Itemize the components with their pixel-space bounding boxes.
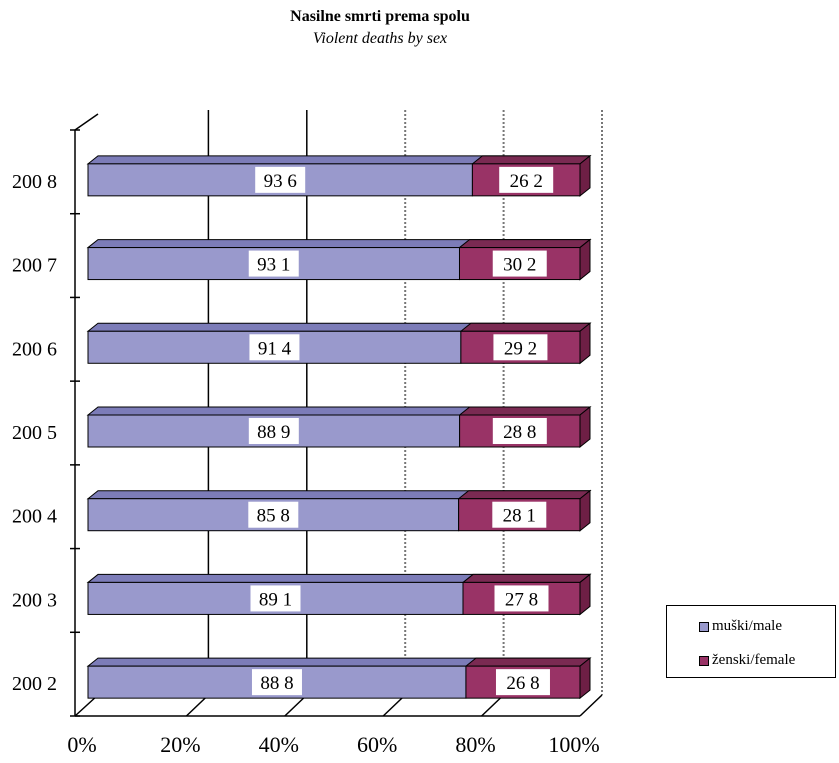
category-label: 200 6 — [12, 338, 57, 360]
value-label-bg-male — [248, 501, 299, 528]
legend-label-male: muški/male — [712, 618, 782, 634]
value-label-bg-male — [248, 250, 299, 277]
value-label-bg-female — [499, 166, 554, 193]
legend-swatch-female — [699, 655, 709, 666]
value-label-female: 30 2 — [503, 255, 536, 276]
value-label-bg-male — [249, 334, 300, 361]
y-axis-top-diagonal — [74, 113, 99, 131]
category-label: 200 5 — [12, 422, 57, 444]
category-label: 200 7 — [12, 255, 57, 277]
category-label: 200 8 — [12, 171, 57, 193]
legend-item-female: ženski/female — [699, 652, 795, 669]
value-label-female: 26 8 — [506, 673, 539, 694]
value-label-male: 93 6 — [264, 171, 297, 192]
x-tick-label: 80% — [455, 732, 495, 757]
value-label-female: 28 8 — [503, 422, 536, 443]
value-label-male: 85 8 — [257, 506, 290, 527]
value-label-male: 88 9 — [257, 422, 290, 443]
value-label-bg-female — [492, 418, 547, 444]
x-tick-label: 0% — [67, 732, 96, 757]
legend: muški/male ženski/female — [666, 605, 836, 678]
floor-gridline — [579, 694, 603, 717]
legend-item-male: muški/male — [699, 618, 782, 635]
x-tick-label: 40% — [259, 732, 299, 757]
value-label-male: 91 4 — [258, 338, 292, 359]
value-label-female: 26 2 — [510, 171, 543, 192]
bar-top-face-female — [464, 657, 592, 667]
value-label-bg-male — [250, 585, 301, 612]
bar-top-face-female — [461, 573, 592, 583]
x-tick-label: 100% — [548, 732, 599, 757]
chart-subtitle: Violent deaths by sex — [312, 30, 448, 47]
value-label-male: 93 1 — [257, 255, 290, 276]
value-label-female: 27 8 — [505, 589, 538, 610]
value-label-bg-male — [255, 166, 306, 193]
value-label-bg-female — [492, 250, 547, 277]
value-label-bg-female — [492, 501, 547, 528]
category-label: 200 4 — [12, 506, 57, 528]
category-label: 200 2 — [12, 673, 57, 695]
value-label-bg-male — [251, 669, 302, 696]
bar-top-face-female — [458, 406, 592, 416]
category-label: 200 3 — [12, 589, 57, 611]
value-label-female: 28 1 — [503, 506, 536, 527]
value-label-female: 29 2 — [504, 338, 537, 359]
value-label-bg-female — [493, 334, 548, 361]
value-label-bg-female — [495, 669, 550, 696]
legend-swatch-male — [699, 621, 709, 632]
x-tick-label: 60% — [357, 732, 397, 757]
x-tick-label: 20% — [160, 732, 200, 757]
value-label-bg-female — [494, 585, 549, 612]
value-label-male: 89 1 — [259, 589, 292, 610]
value-label-male: 88 8 — [260, 673, 293, 694]
bar-top-face-female — [457, 490, 592, 500]
value-label-bg-male — [248, 418, 299, 444]
bar-top-face-female — [470, 155, 592, 165]
legend-label-female: ženski/female — [712, 652, 796, 668]
bar-top-face-female — [459, 322, 592, 332]
bar-top-face-female — [458, 239, 592, 249]
chart-title: Nasilne smrti prema spolu — [290, 8, 470, 25]
